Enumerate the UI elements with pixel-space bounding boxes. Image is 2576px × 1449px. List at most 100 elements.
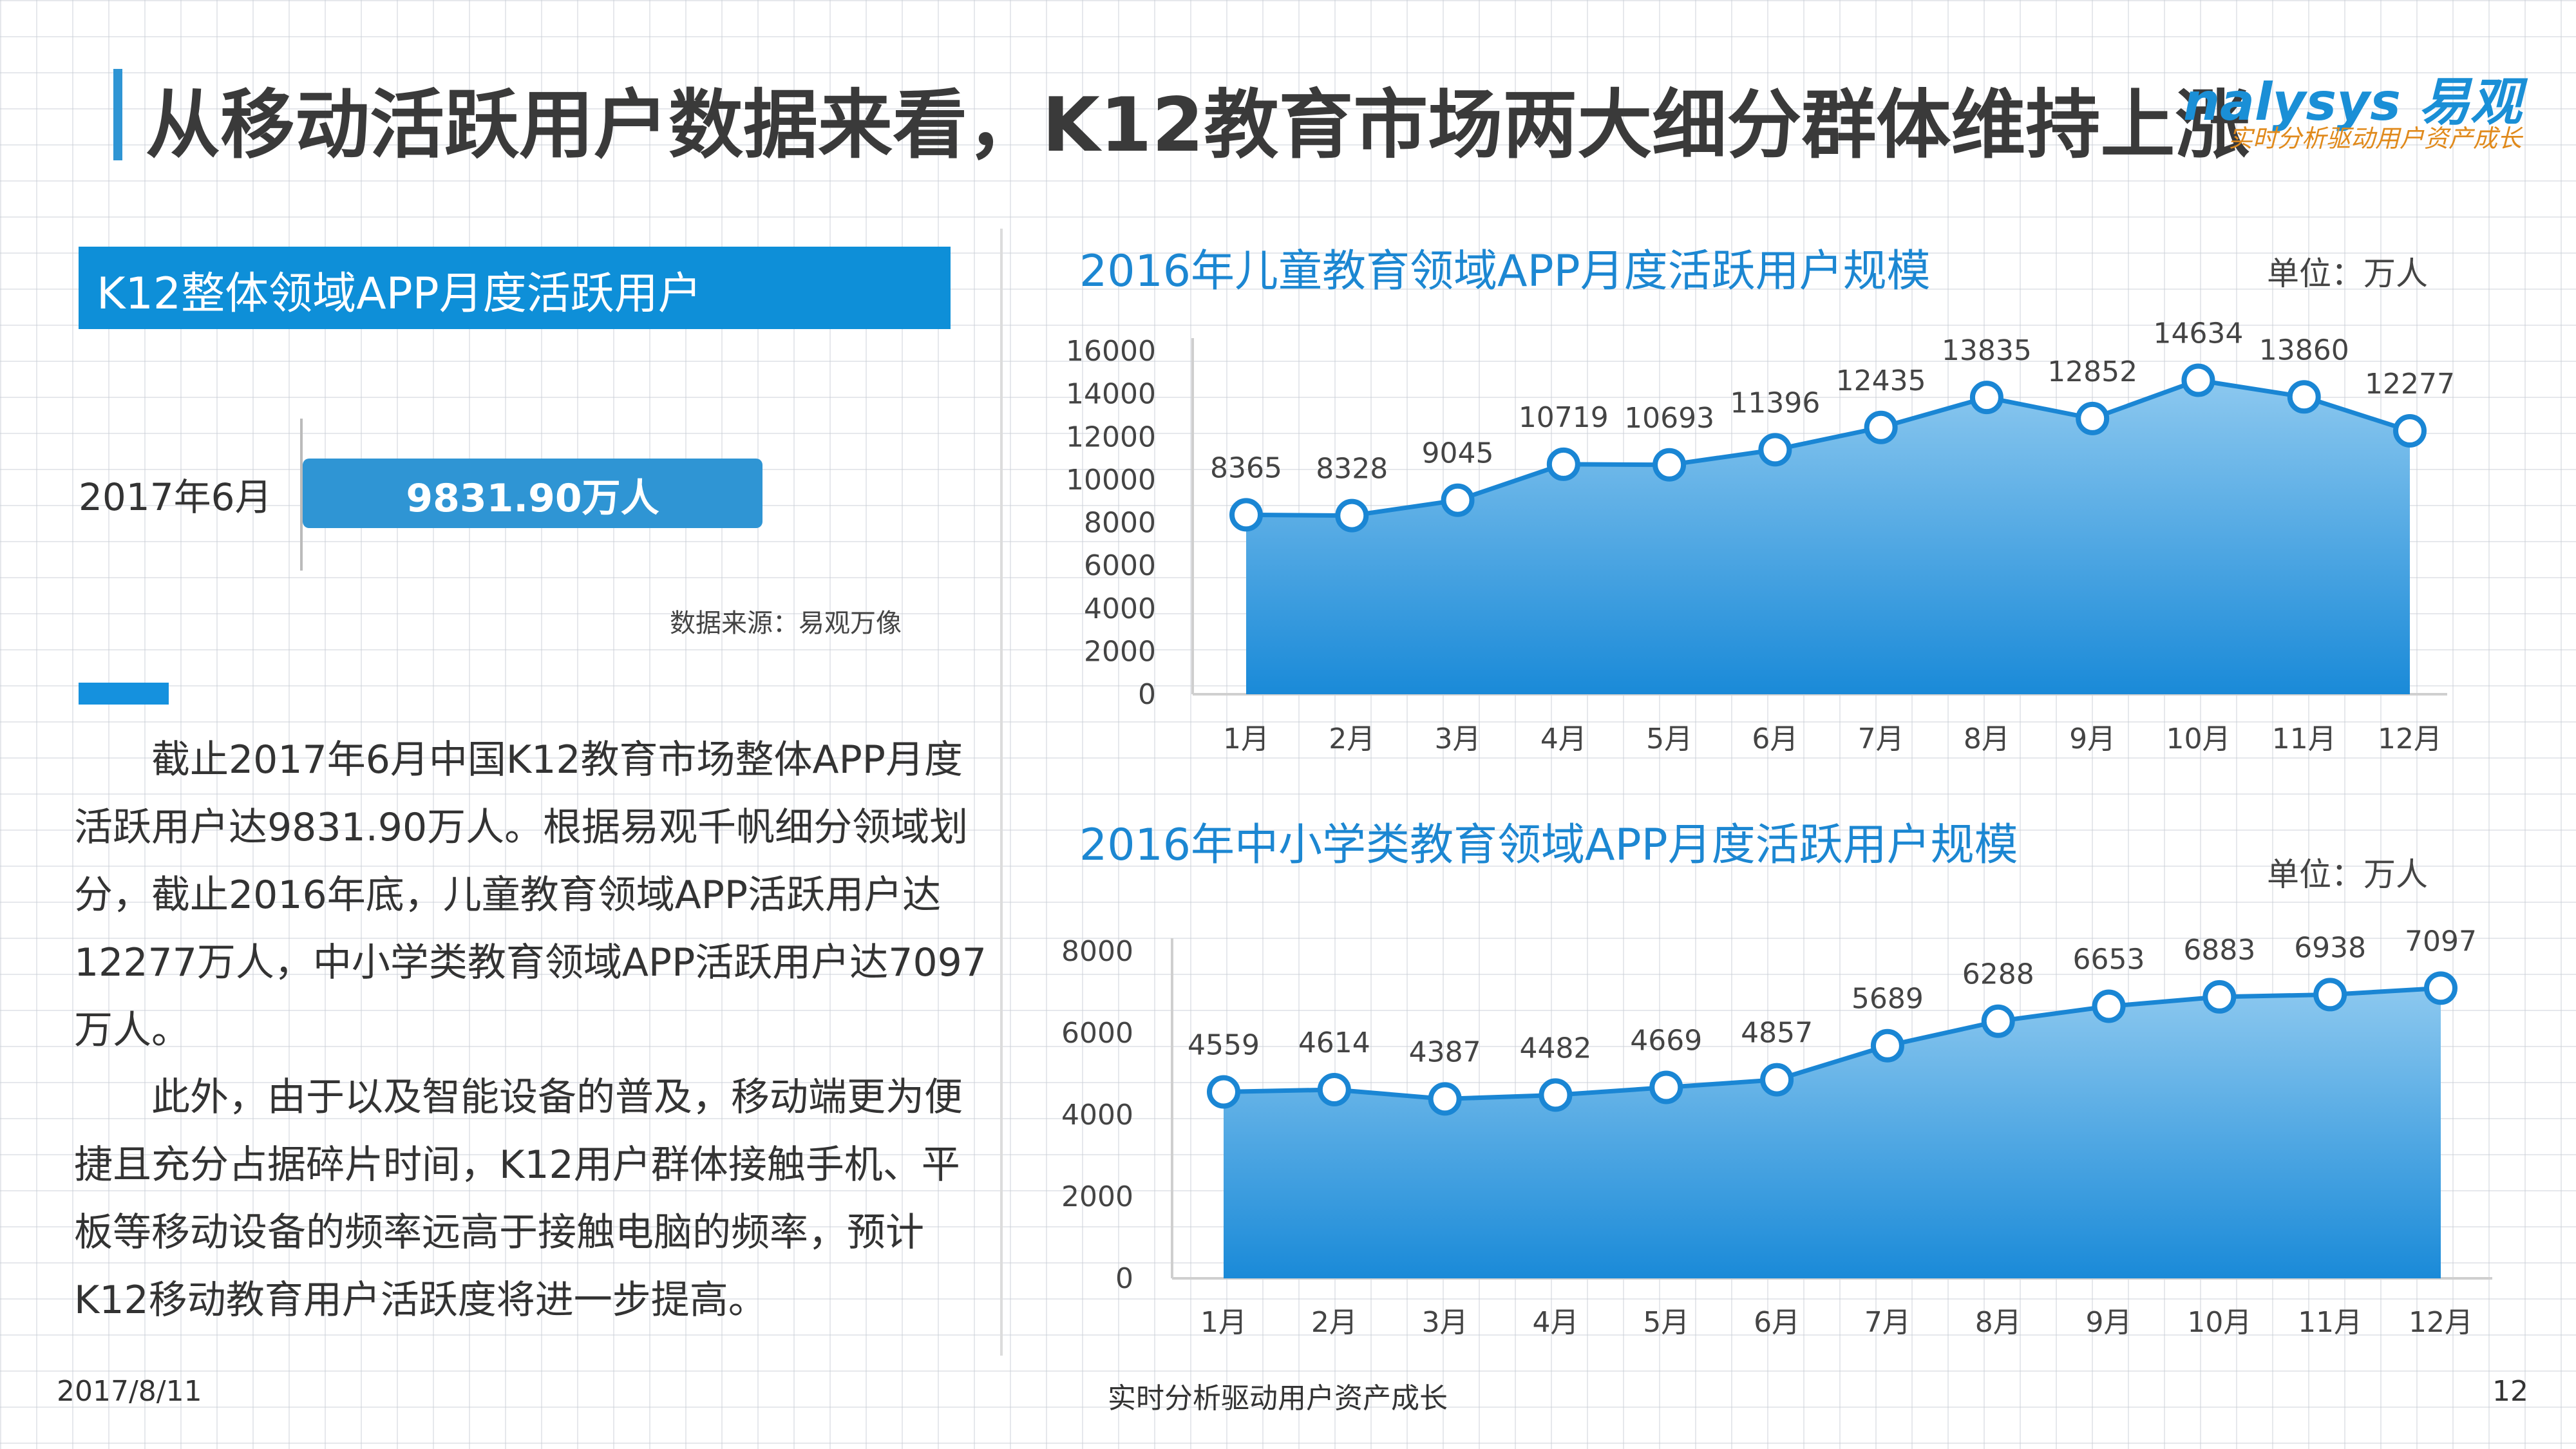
logo-slogan: 实时分析驱动用户资产成长 [2228, 124, 2523, 153]
data-point [2287, 380, 2321, 414]
data-label: 4559 [1188, 1029, 1260, 1062]
section-header-box [79, 247, 951, 329]
data-label: 4614 [1298, 1027, 1370, 1059]
column-divider [1000, 229, 1003, 1356]
y-tick-label: 4000 [1061, 1099, 1133, 1132]
paragraph-line: K12移动教育用户活跃度将进一步提高。 [74, 1278, 767, 1323]
data-label: 12852 [2047, 355, 2137, 388]
data-point [1870, 1028, 1904, 1063]
y-tick-label: 4000 [1084, 592, 1156, 625]
data-point [1760, 1063, 1794, 1097]
page-title: 从移动活跃用户数据来看，K12教育市场两大细分群体维持上涨 [146, 82, 2250, 169]
x-tick-label: 4月 [1532, 1306, 1578, 1339]
data-label: 11396 [1730, 386, 1820, 419]
paragraph-accent-bar [79, 683, 169, 705]
data-label: 5689 [1852, 983, 1924, 1016]
x-tick-label: 6月 [1752, 723, 1798, 755]
x-tick-label: 9月 [2069, 723, 2116, 755]
data-point [1539, 1078, 1573, 1112]
x-tick-label: 3月 [1422, 1306, 1468, 1339]
stat-value: 9831.90万人 [406, 476, 659, 521]
x-tick-label: 6月 [1754, 1306, 1800, 1339]
x-tick-label: 1月 [1200, 1306, 1247, 1339]
data-label: 4387 [1409, 1036, 1481, 1068]
data-label: 12435 [1836, 365, 1926, 397]
paragraph-line: 板等移动设备的频率远高于接触电脑的频率，预计 [74, 1210, 924, 1255]
data-point [1207, 1075, 1240, 1109]
data-source: 数据来源：易观万像 [670, 609, 902, 638]
data-point [2092, 989, 2126, 1023]
data-point [1981, 1004, 2015, 1038]
x-tick-label: 7月 [1864, 1306, 1911, 1339]
x-tick-label: 12月 [2378, 723, 2442, 755]
data-point [1229, 498, 1263, 532]
chart-2-active-users-k12-school: 0 2000 4000 6000 8000 4559 1月 4614 2月 4387 3月 4482 4… [1061, 925, 2492, 1339]
data-point [2076, 401, 2110, 435]
x-tick-label: 11月 [2272, 723, 2336, 755]
data-label: 9045 [1422, 437, 1494, 470]
paragraph-2: 此外，由于以及智能设备的普及，移动端更为便 捷且充分占据碎片时间，K12用户群体… [74, 1064, 963, 1334]
data-label: 4857 [1741, 1017, 1813, 1050]
data-point [1335, 498, 1369, 533]
y-tick-label: 2000 [1061, 1180, 1133, 1213]
paragraph-line: 万人。 [74, 1008, 190, 1053]
stat-date: 2017年6月 [79, 475, 272, 519]
y-tick-label: 14000 [1066, 378, 1156, 411]
data-label: 6938 [2294, 931, 2366, 964]
footer-slogan: 实时分析驱动用户资产成长 [1108, 1382, 1448, 1415]
chart-1-unit: 单位：万人 [2267, 255, 2428, 292]
x-tick-label: 10月 [2166, 723, 2230, 755]
data-label: 10719 [1519, 401, 1609, 434]
y-tick-label: 2000 [1084, 635, 1156, 668]
paragraph-line: 此外，由于以及智能设备的普及，移动端更为便 [74, 1075, 963, 1120]
x-tick-label: 3月 [1435, 723, 1481, 755]
y-tick-label: 6000 [1084, 549, 1156, 582]
x-tick-label: 2月 [1329, 723, 1375, 755]
data-point [2181, 363, 2215, 397]
x-tick-label: 8月 [1975, 1306, 2022, 1339]
x-tick-label: 9月 [2086, 1306, 2132, 1339]
stat-axis-line [300, 419, 303, 571]
footer-date: 2017/8/11 [57, 1375, 202, 1408]
paragraph-1: 截止2017年6月中国K12教育市场整体APP月度 活跃用户达9831.90万人… [74, 726, 987, 1065]
title-accent-bar [113, 69, 122, 160]
chart-1-active-users-children: 0 2000 4000 6000 8000 10000 12000 14000 16000 836… [1066, 317, 2455, 755]
data-label: 4669 [1630, 1025, 1702, 1057]
data-point [1758, 433, 1792, 467]
y-tick-label: 0 [1138, 678, 1156, 711]
data-label: 13835 [1942, 334, 2032, 367]
data-label: 14634 [2153, 317, 2243, 350]
section-title: K12整体领域APP月度活跃用户 [97, 269, 702, 319]
data-label: 4482 [1519, 1032, 1591, 1065]
y-tick-label: 0 [1115, 1262, 1133, 1295]
chart-2-title: 2016年中小学类教育领域APP月度活跃用户规模 [1079, 820, 2018, 871]
y-tick-label: 10000 [1066, 464, 1156, 497]
x-tick-label: 10月 [2187, 1306, 2251, 1339]
data-label: 12277 [2365, 368, 2455, 401]
data-label: 13860 [2259, 334, 2349, 366]
y-tick-label: 12000 [1066, 421, 1156, 453]
data-point [1969, 381, 2003, 415]
data-label: 6653 [2073, 943, 2145, 976]
x-tick-label: 4月 [1540, 723, 1587, 755]
x-tick-label: 12月 [2409, 1306, 2473, 1339]
page-number: 12 [2492, 1375, 2528, 1408]
data-label: 6288 [1962, 958, 2034, 991]
x-tick-label: 2月 [1311, 1306, 1358, 1339]
data-point [1546, 447, 1580, 481]
data-point [1864, 410, 1898, 444]
data-point [1428, 1082, 1462, 1116]
data-point [1317, 1073, 1351, 1107]
paragraph-line: 捷且充分占据碎片时间，K12用户群体接触手机、平 [74, 1142, 960, 1188]
paragraph-line: 截止2017年6月中国K12教育市场整体APP月度 [74, 737, 963, 782]
x-tick-label: 5月 [1646, 723, 1692, 755]
data-point [2313, 978, 2347, 1012]
logo-name: nalysys 易观 [2183, 72, 2522, 132]
x-tick-label: 5月 [1643, 1306, 1689, 1339]
area-fill [1246, 380, 2410, 694]
chart-2-unit: 单位：万人 [2267, 856, 2428, 893]
series-line [1245, 377, 2411, 518]
y-tick-label: 6000 [1061, 1017, 1133, 1050]
paragraph-line: 活跃用户达9831.90万人。根据易观千帆细分领域划 [74, 805, 969, 850]
